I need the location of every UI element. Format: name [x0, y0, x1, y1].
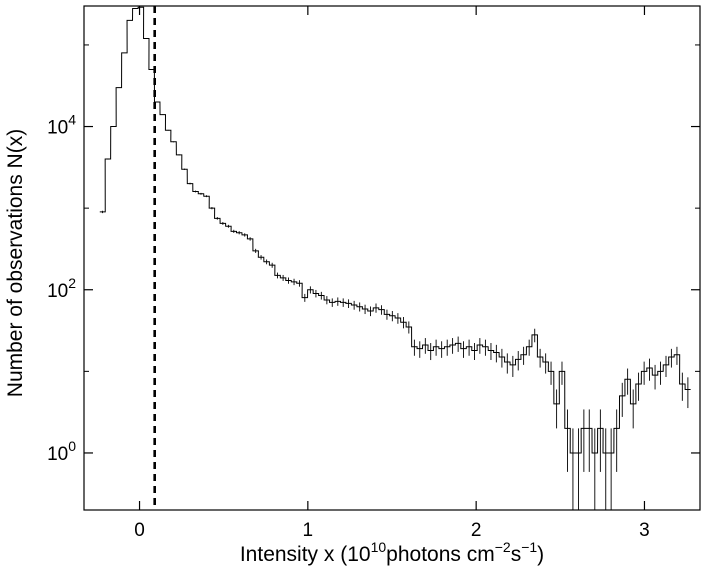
histogram-step-line: [99, 6, 691, 454]
plot-frame: [83, 5, 701, 511]
x-tick-label: 2: [471, 520, 482, 541]
x-axis-label-exponent: 10: [371, 539, 387, 555]
tick-labels: 0 1 2 3 100 102 104: [47, 112, 650, 541]
x-axis-label-exponent: −2: [495, 539, 511, 555]
y-tick-label: 102: [47, 275, 76, 302]
x-axis-label-exponent: −1: [521, 539, 537, 555]
x-tick-label: 0: [134, 520, 145, 541]
y-tick-label: 104: [47, 112, 76, 139]
y-axis-label: Number of observations N(x): [4, 129, 27, 397]
x-axis-label: Intensity x (1010photons cm−2s−1): [240, 539, 544, 566]
x-tick-label: 1: [303, 520, 314, 541]
y-tick-label: 100: [47, 438, 76, 465]
x-tick-label: 3: [639, 520, 650, 541]
plot-area: [83, 5, 701, 511]
axis-ticks: [84, 6, 700, 510]
